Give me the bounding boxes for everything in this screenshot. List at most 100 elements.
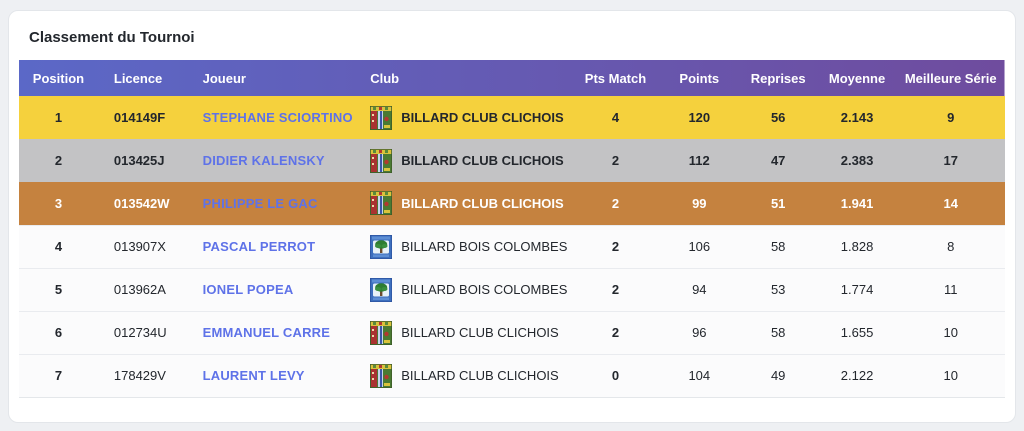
meilleure_serie-cell: 17: [943, 153, 958, 168]
reprises-cell: 49: [770, 368, 786, 383]
column-header-points: Points: [679, 70, 720, 86]
club-name: BILLARD BOIS COLOMBES: [401, 282, 568, 297]
reprises-cell: 53: [770, 282, 786, 297]
points-cell: 120: [688, 110, 711, 125]
points-cell: 96: [692, 325, 707, 340]
column-header-meilleure_serie: Meilleure Série: [904, 70, 997, 86]
club-cell: BILLARD CLUB CLICHOIS: [354, 311, 571, 354]
club-logo-clichois-icon: [370, 191, 393, 216]
position-cell: 4: [54, 239, 63, 254]
moyenne-cell: 2.383: [840, 153, 874, 168]
player-cell: PHILIPPE LE GAC: [187, 182, 355, 225]
pts_match-cell: 2: [611, 153, 620, 168]
ranking-card: Classement du Tournoi Position Licence Jou…: [8, 10, 1016, 423]
club-logo-clichois-icon: [370, 320, 393, 345]
reprises-cell: 47: [770, 153, 786, 168]
club-logo-clichois-icon: [370, 363, 393, 388]
pts_match-cell: 0: [611, 368, 620, 383]
position-cell: 5: [54, 282, 63, 297]
column-header-moyenne: Moyenne: [828, 70, 886, 86]
club-logo-colombes-icon: [370, 277, 393, 302]
player-link[interactable]: PASCAL PERROT: [202, 239, 316, 254]
points-cell: 94: [692, 282, 707, 297]
moyenne-cell: 1.655: [840, 325, 874, 340]
licence-cell: 013907X: [113, 239, 166, 254]
player-cell: DIDIER KALENSKY: [187, 139, 355, 182]
club-cell: BILLARD CLUB CLICHOIS: [354, 354, 571, 397]
reprises-cell: 51: [770, 195, 786, 211]
player-cell: LAURENT LEVY: [187, 354, 355, 397]
club-cell: BILLARD CLUB CLICHOIS: [354, 96, 571, 139]
moyenne-cell: 2.143: [840, 110, 874, 125]
licence-cell: 013962A: [113, 282, 166, 297]
points-cell: 104: [688, 368, 711, 383]
points-cell: 112: [688, 153, 710, 168]
column-header-position: Position: [32, 70, 85, 86]
club-cell: BILLARD CLUB CLICHOIS: [354, 182, 571, 225]
pts_match-cell: 2: [611, 195, 620, 211]
meilleure_serie-cell: 11: [943, 282, 958, 297]
pts_match-cell: 2: [611, 325, 620, 340]
licence-cell: 012734U: [113, 325, 167, 340]
club-logo-clichois-icon: [370, 105, 393, 130]
pts_match-cell: 2: [611, 239, 620, 254]
table-row: 7 178429V LAURENT LEVY BILLARD CLUB CLICHO…: [19, 354, 1005, 397]
club-name: BILLARD CLUB CLICHOIS: [401, 153, 564, 168]
reprises-cell: 58: [770, 325, 786, 340]
table-row: 2 013425J DIDIER KALENSKY BILLARD CLUB CLI…: [19, 139, 1005, 182]
player-link[interactable]: STEPHANE SCIORTINO: [202, 110, 353, 125]
licence-cell: 013542W: [113, 195, 170, 211]
club-name: BILLARD CLUB CLICHOIS: [401, 195, 564, 211]
club-name: BILLARD CLUB CLICHOIS: [401, 325, 559, 340]
moyenne-cell: 1.941: [840, 195, 874, 211]
club-name: BILLARD CLUB CLICHOIS: [401, 110, 564, 125]
reprises-cell: 56: [770, 110, 786, 125]
pts_match-cell: 2: [611, 282, 620, 297]
player-cell: STEPHANE SCIORTINO: [187, 96, 355, 139]
tournament-ranking-table: Position Licence Joueur Club Pts Match Points…: [19, 60, 1005, 398]
column-header-club: Club: [370, 70, 400, 86]
reprises-cell: 58: [770, 239, 786, 254]
player-link[interactable]: IONEL POPEA: [202, 282, 294, 297]
licence-cell: 014149F: [113, 110, 166, 125]
pts_match-cell: 4: [611, 110, 620, 125]
position-cell: 7: [54, 368, 63, 383]
club-cell: BILLARD CLUB CLICHOIS: [354, 139, 571, 182]
position-cell: 3: [54, 195, 63, 211]
column-header-pts_match: Pts Match: [584, 70, 647, 86]
points-cell: 106: [688, 239, 711, 254]
club-cell: BILLARD BOIS COLOMBES: [354, 268, 571, 311]
club-name: BILLARD CLUB CLICHOIS: [401, 368, 559, 383]
table-row: 5 013962A IONEL POPEA BILLARD BOIS COLOMBE…: [19, 268, 1005, 311]
column-header-licence: Licence: [113, 70, 163, 86]
club-logo-clichois-icon: [370, 148, 393, 173]
meilleure_serie-cell: 8: [947, 239, 955, 254]
meilleure_serie-cell: 9: [947, 110, 955, 125]
points-cell: 99: [692, 195, 707, 211]
column-header-reprises: Reprises: [750, 70, 806, 86]
player-link[interactable]: PHILIPPE LE GAC: [202, 195, 318, 211]
table-body: 1 014149F STEPHANE SCIORTINO BILLARD CLUB …: [19, 96, 1005, 397]
table-header-row: Position Licence Joueur Club Pts Match Points…: [19, 60, 1005, 96]
table-row: 4 013907X PASCAL PERROT BILLARD BOIS COLOM…: [19, 225, 1005, 268]
meilleure_serie-cell: 14: [943, 195, 958, 211]
player-cell: EMMANUEL CARRE: [187, 311, 355, 354]
player-cell: IONEL POPEA: [187, 268, 355, 311]
table-row: 3 013542W PHILIPPE LE GAC BILLARD CLUB CLI…: [19, 182, 1005, 225]
licence-cell: 013425J: [113, 153, 165, 168]
position-cell: 1: [54, 110, 63, 125]
club-cell: BILLARD BOIS COLOMBES: [354, 225, 571, 268]
column-header-joueur: Joueur: [202, 70, 246, 86]
player-cell: PASCAL PERROT: [187, 225, 355, 268]
table-row: 1 014149F STEPHANE SCIORTINO BILLARD CLUB …: [19, 96, 1005, 139]
table-row: 6 012734U EMMANUEL CARRE BILLARD CLUB CLIC…: [19, 311, 1005, 354]
player-link[interactable]: DIDIER KALENSKY: [202, 153, 325, 168]
meilleure_serie-cell: 10: [943, 368, 958, 383]
position-cell: 6: [54, 325, 63, 340]
player-link[interactable]: EMMANUEL CARRE: [202, 325, 331, 340]
page-title: Classement du Tournoi: [29, 29, 195, 46]
club-name: BILLARD BOIS COLOMBES: [401, 239, 568, 254]
licence-cell: 178429V: [113, 368, 166, 383]
player-link[interactable]: LAURENT LEVY: [202, 368, 305, 383]
moyenne-cell: 2.122: [840, 368, 874, 383]
